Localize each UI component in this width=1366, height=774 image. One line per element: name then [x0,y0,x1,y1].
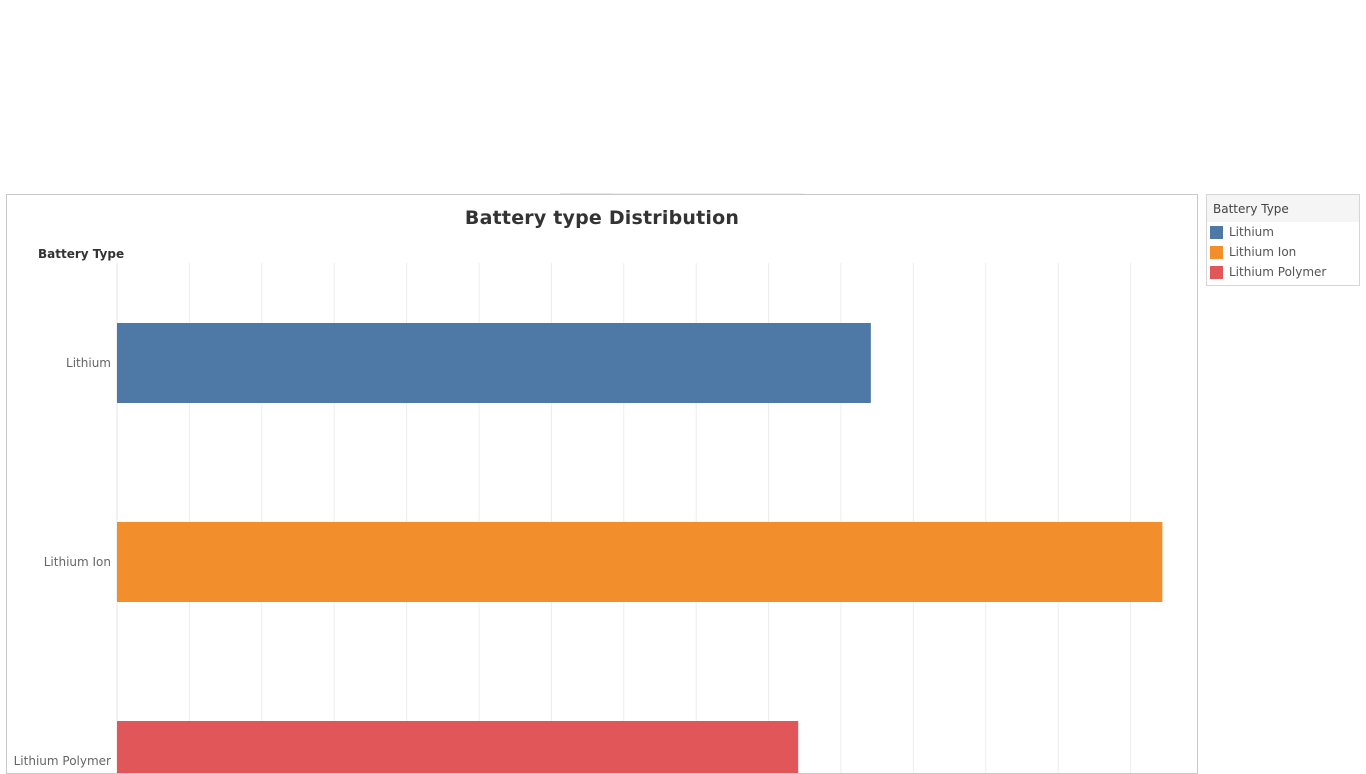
legend-swatch [1210,265,1223,279]
chart-title: Battery type Distribution [464,207,740,229]
legend-label: Lithium [1229,225,1274,239]
legend-item[interactable]: Lithium [1207,222,1359,242]
legend: Battery Type Lithium Lithium Ion Lithium P… [1206,194,1360,286]
bar-lithium[interactable] [117,323,871,403]
category-label: Lithium Ion [44,555,111,569]
legend-label: Lithium Ion [1229,245,1297,259]
legend-swatch [1210,225,1223,239]
category-label: Lithium [66,356,111,370]
bar-chart-plot: Lithium Lithium Ion Lithium Polymer [14,263,1163,774]
legend-title: Battery Type [1207,195,1359,222]
legend-swatch [1210,245,1223,259]
legend-label: Lithium Polymer [1229,265,1327,279]
y-axis-header: Battery Type [38,247,125,261]
legend-item[interactable]: Lithium Ion [1207,242,1359,262]
bar-lithium-ion[interactable] [117,522,1163,602]
category-label: Lithium Polymer [14,754,111,768]
legend-items: Lithium Lithium Ion Lithium Polymer [1207,222,1359,282]
bar-lithium-polymer[interactable] [117,721,799,774]
chart-panel: Battery type Distribution Battery Type L… [6,194,1198,774]
legend-item[interactable]: Lithium Polymer [1207,262,1359,282]
